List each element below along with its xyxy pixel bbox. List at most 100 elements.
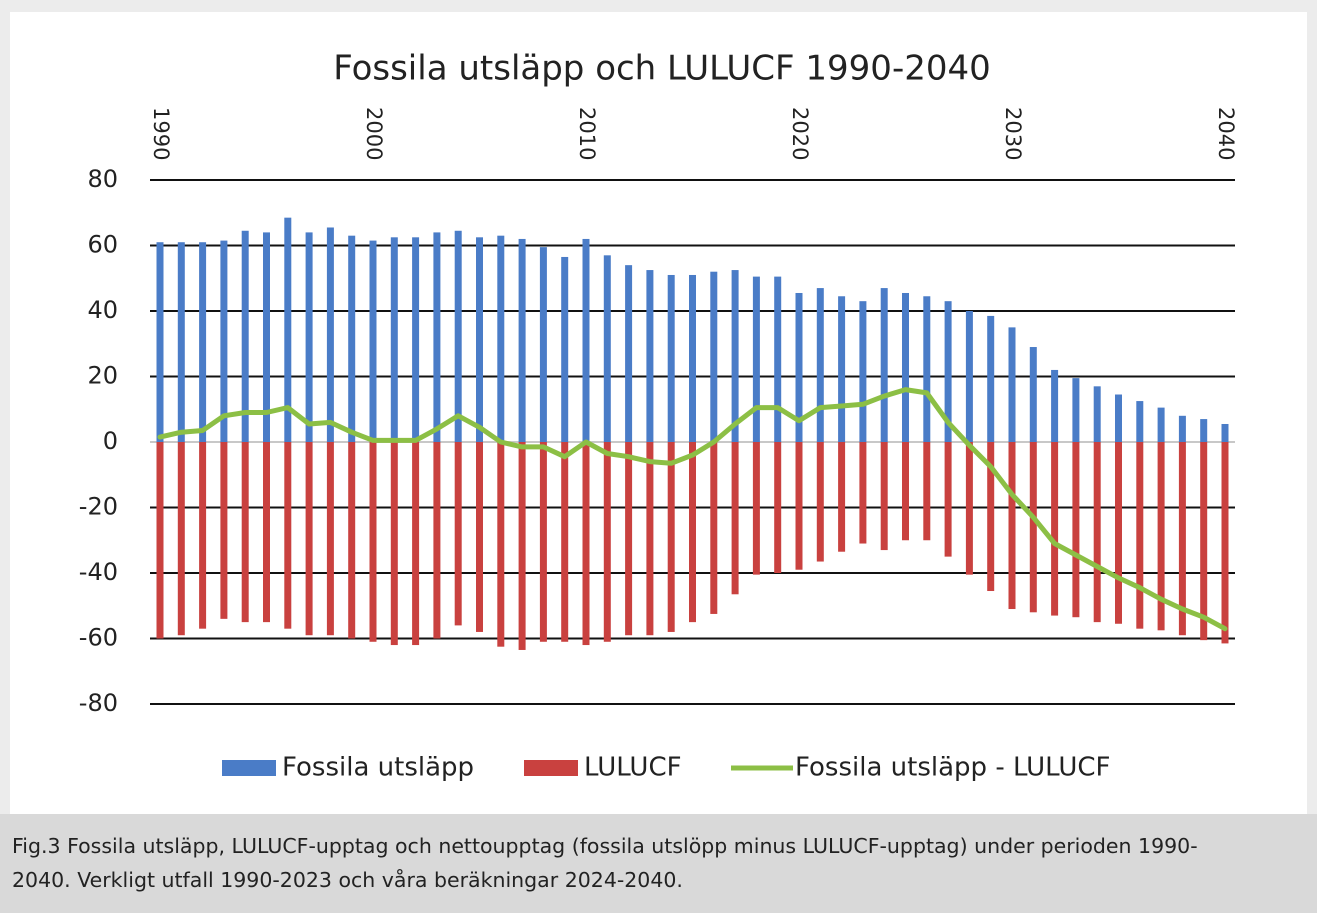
bar (1029, 347, 1037, 442)
bar (497, 235, 505, 442)
bar (1200, 442, 1208, 641)
bar (987, 315, 995, 442)
bar (326, 442, 334, 636)
bar (1072, 442, 1080, 618)
bar (326, 227, 334, 442)
bar (710, 271, 718, 442)
bar (1157, 442, 1165, 631)
bar (902, 442, 909, 541)
bar (369, 240, 377, 442)
bar (390, 442, 398, 646)
bar (390, 237, 398, 442)
bar (241, 442, 249, 623)
y-tick-label: -40 (79, 558, 118, 586)
y-tick-label: -20 (79, 493, 118, 521)
bar (603, 442, 611, 642)
bar (1157, 407, 1165, 442)
bar (433, 232, 441, 442)
bar (1178, 442, 1186, 636)
y-tick-label: -60 (79, 624, 118, 652)
bar (348, 442, 356, 639)
legend-label: Fossila utsläpp - LULUCF (795, 753, 1111, 783)
bar (603, 255, 611, 442)
bar (539, 442, 547, 642)
bar (667, 442, 675, 632)
bar (625, 442, 633, 636)
bar (880, 442, 888, 551)
bar (838, 296, 846, 442)
bar (220, 442, 228, 619)
x-tick-label: 2040 (1214, 107, 1238, 160)
bar (816, 288, 824, 442)
bar (1115, 394, 1122, 442)
bar (518, 238, 526, 442)
bar (689, 442, 696, 623)
y-tick-label: 60 (87, 231, 118, 259)
bar (369, 442, 377, 642)
caption-line: 2040. Verkligt utfall 1990-2023 och våra… (12, 867, 683, 892)
caption-line: Fig.3 Fossila utsläpp, LULUCF-upptag och… (12, 834, 1198, 858)
bar (561, 256, 569, 442)
bar (518, 442, 526, 650)
bar (156, 442, 164, 639)
x-tick-label: 2000 (362, 107, 386, 160)
y-tick-label: 0 (103, 427, 118, 455)
bar (646, 442, 654, 636)
bar (880, 288, 888, 442)
x-tick-label: 2020 (788, 107, 812, 160)
x-tick-label: 2010 (575, 107, 599, 160)
bar (348, 235, 356, 442)
bar (284, 217, 292, 442)
bar (859, 301, 867, 442)
bar (795, 292, 803, 442)
bar (689, 274, 696, 442)
bar (795, 442, 803, 570)
x-tick-label: 1990 (149, 107, 173, 160)
bar (582, 238, 590, 442)
bar (667, 274, 675, 442)
bar (433, 442, 441, 639)
bar (965, 311, 973, 442)
bar (284, 442, 292, 629)
line (157, 387, 1228, 632)
bar (1008, 327, 1016, 442)
bar (774, 442, 782, 573)
bar (1008, 442, 1016, 610)
bar (177, 242, 185, 442)
x-tick-label: 2030 (1001, 107, 1025, 160)
caption-band (0, 814, 1317, 913)
bar (1051, 442, 1059, 616)
bar (582, 442, 590, 646)
bar (752, 276, 760, 442)
bar (1200, 419, 1208, 442)
bar (1221, 442, 1229, 644)
bar (1136, 401, 1144, 442)
bar (944, 442, 952, 557)
bar (1178, 415, 1186, 442)
bar (1029, 442, 1037, 613)
y-tick-label: -80 (79, 689, 118, 717)
bar (1136, 442, 1144, 629)
bar (539, 247, 547, 442)
bar (412, 442, 420, 646)
bar (816, 442, 824, 562)
bar (156, 242, 164, 442)
bar (199, 242, 207, 442)
bar (646, 270, 654, 442)
bar (454, 230, 462, 442)
bar (220, 240, 228, 442)
bar (476, 442, 483, 632)
bar (1115, 442, 1122, 624)
bar (1072, 378, 1080, 442)
bar (923, 442, 931, 541)
bar (1051, 369, 1059, 442)
bar (177, 442, 185, 636)
bar (476, 237, 483, 442)
bar (710, 442, 718, 614)
bar (199, 442, 207, 629)
bar (838, 442, 846, 552)
bar (305, 232, 313, 442)
bar (731, 270, 739, 442)
bar (944, 301, 952, 442)
